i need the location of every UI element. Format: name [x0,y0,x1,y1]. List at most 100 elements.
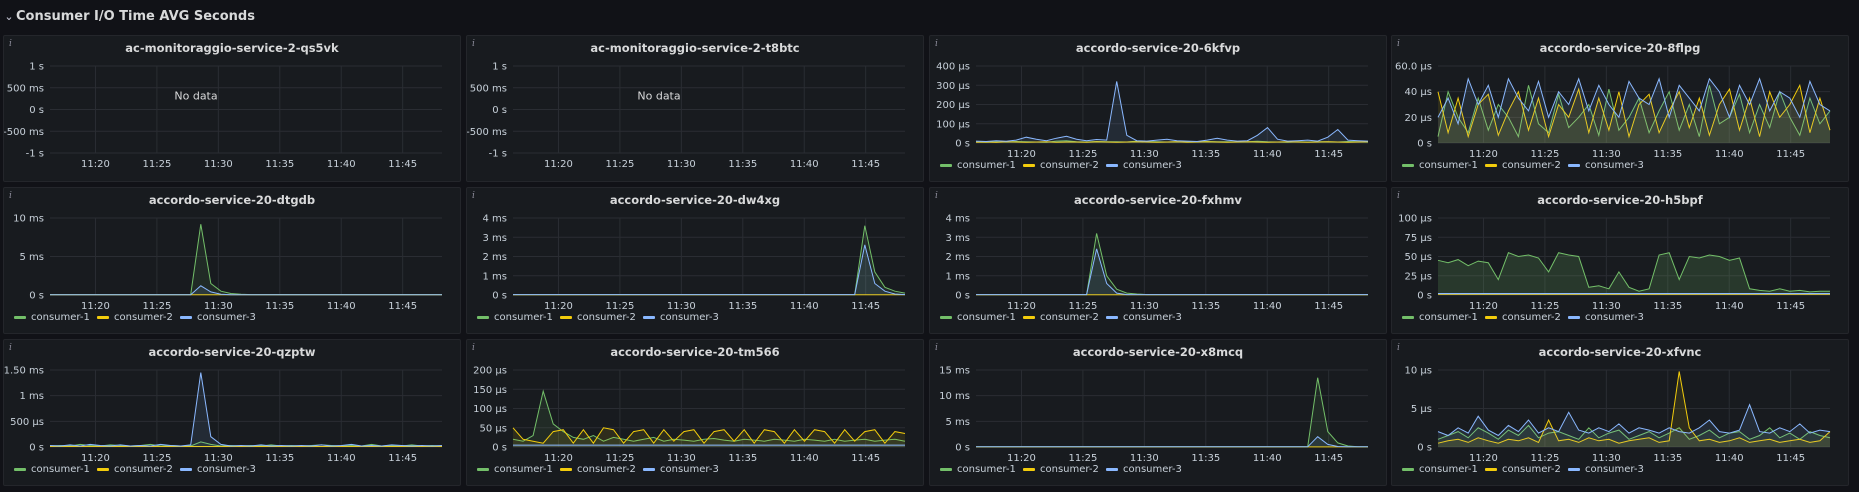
info-icon[interactable]: i [472,191,475,201]
legend-item-consumer-3[interactable]: consumer-3 [1585,464,1644,475]
info-icon[interactable]: i [1397,343,1400,353]
legend-item-consumer-2[interactable]: consumer-2 [114,464,173,475]
legend-item-consumer-3[interactable]: consumer-3 [1585,160,1644,171]
series-3-line[interactable] [976,248,1368,296]
panel-accordo-service-20-qzptw[interactable]: i accordo-service-20-qzptw 1.50 ms 1 ms 500 … [3,339,461,486]
panel-accordo-service-20-tm566[interactable]: i accordo-service-20-tm566 200 µs 150 µs 100… [466,339,924,486]
panel-accordo-service-20-6kfvp[interactable]: i accordo-service-20-6kfvp 400 µs 300 µs 200… [929,35,1387,182]
legend-item-consumer-3[interactable]: consumer-3 [1123,312,1182,323]
y-tick-label: 1 ms [946,271,971,282]
series-2-line[interactable] [1437,83,1831,139]
dashboard-row-header[interactable]: ⌄ Consumer I/O Time AVG Seconds [0,0,1859,32]
series-1-line[interactable] [976,377,1368,448]
info-icon[interactable]: i [1397,191,1400,201]
panel-accordo-service-20-h5bpf[interactable]: i accordo-service-20-h5bpf 100 µs 75 µs 50 µ… [1391,187,1849,334]
panel-title[interactable]: accordo-service-20-xfvnc [1538,345,1702,359]
series-2-line[interactable] [1437,371,1831,444]
legend-item-consumer-3[interactable]: consumer-3 [1123,464,1182,475]
info-icon[interactable]: i [472,343,475,353]
legend-item-consumer-2[interactable]: consumer-2 [114,312,173,323]
info-icon[interactable]: i [9,191,12,201]
legend-item-consumer-1[interactable]: consumer-1 [494,464,553,475]
y-tick-label: 0 s [1417,443,1432,454]
panel-title[interactable]: ac-monitoraggio-service-2-t8btc [590,41,800,55]
panel-title[interactable]: accordo-service-20-6kfvp [1075,41,1241,55]
legend-item-consumer-2[interactable]: consumer-2 [1040,464,1099,475]
x-tick-label: 11:25 [605,453,634,464]
legend-item-consumer-3[interactable]: consumer-3 [197,312,256,323]
series-2-line[interactable] [975,141,1369,143]
legend-item-consumer-2[interactable]: consumer-2 [1502,464,1561,475]
x-tick-label: 11:40 [1715,301,1744,312]
panel-title[interactable]: ac-monitoraggio-service-2-qs5vk [125,41,339,55]
y-tick-label: 400 µs [936,62,970,73]
legend-swatch [1485,468,1497,471]
series-3-line[interactable] [1437,77,1831,126]
legend-item-consumer-3[interactable]: consumer-3 [660,312,719,323]
legend-item-consumer-2[interactable]: consumer-2 [577,312,636,323]
series-1-line[interactable] [512,389,906,442]
legend-item-consumer-1[interactable]: consumer-1 [957,160,1016,171]
series-1-line[interactable] [513,225,906,296]
panel-title[interactable]: accordo-service-20-8flpg [1539,41,1701,55]
series-1-line[interactable] [1437,252,1830,293]
series-1-line[interactable] [50,224,442,296]
legend-item-consumer-1[interactable]: consumer-1 [494,312,553,323]
legend-item-consumer-2[interactable]: consumer-2 [577,464,636,475]
panel-ac-monitoraggio-service-2-qs5vk[interactable]: i ac-monitoraggio-service-2-qs5vk 1 s 500 m… [3,35,461,182]
legend-item-consumer-1[interactable]: consumer-1 [31,312,90,323]
series-3-line[interactable] [976,436,1368,448]
panel-accordo-service-20-dtgdb[interactable]: i accordo-service-20-dtgdb 10 ms 5 ms 0 s 11:… [3,187,461,334]
series-2-area [513,427,905,447]
y-tick-label: -1 s [26,149,44,160]
chevron-down-icon[interactable]: ⌄ [4,9,14,23]
info-icon[interactable]: i [9,343,12,353]
legend-item-consumer-3[interactable]: consumer-3 [197,464,256,475]
legend-item-consumer-2[interactable]: consumer-2 [1502,160,1561,171]
panel-title[interactable]: accordo-service-20-h5bpf [1537,193,1703,207]
legend-item-consumer-2[interactable]: consumer-2 [1040,312,1099,323]
info-icon[interactable]: i [1397,39,1400,49]
legend-item-consumer-3[interactable]: consumer-3 [1123,160,1182,171]
series-3-line[interactable] [49,372,443,447]
legend-item-consumer-1[interactable]: consumer-1 [1419,160,1478,171]
legend-item-consumer-1[interactable]: consumer-1 [1419,464,1478,475]
x-tick-label: 11:40 [790,301,819,312]
series-3-line[interactable] [513,244,906,296]
series-3-line[interactable] [1437,403,1831,437]
panel-accordo-service-20-8flpg[interactable]: i accordo-service-20-8flpg 60.0 µs 40 µs 20 … [1391,35,1849,182]
legend-item-consumer-1[interactable]: consumer-1 [957,312,1016,323]
legend-item-consumer-1[interactable]: consumer-1 [1419,312,1478,323]
legend-item-consumer-2[interactable]: consumer-2 [1502,312,1561,323]
panel-accordo-service-20-dw4xg[interactable]: i accordo-service-20-dw4xg 4 ms 3 ms 2 ms 1 m… [466,187,924,334]
series-2-line[interactable] [512,427,906,445]
series-1-line[interactable] [1437,424,1831,440]
series-1-line[interactable] [976,233,1368,296]
x-tick-label: 11:25 [142,453,171,464]
series-3-line[interactable] [975,81,1369,143]
panel-title[interactable]: accordo-service-20-qzptw [148,345,316,359]
info-icon[interactable]: i [935,191,938,201]
panel-accordo-service-20-fxhmv[interactable]: i accordo-service-20-fxhmv 4 ms 3 ms 2 ms 1 m… [929,187,1387,334]
info-icon[interactable]: i [935,343,938,353]
legend-item-consumer-3[interactable]: consumer-3 [1585,312,1644,323]
legend-item-consumer-2[interactable]: consumer-2 [1040,160,1099,171]
info-icon[interactable]: i [472,39,475,49]
legend-item-consumer-3[interactable]: consumer-3 [660,464,719,475]
legend-item-consumer-1[interactable]: consumer-1 [31,464,90,475]
info-icon[interactable]: i [9,39,12,49]
panel-title[interactable]: accordo-service-20-x8mcq [1072,345,1244,359]
panel-title[interactable]: accordo-service-20-fxhmv [1074,193,1242,207]
panel-accordo-service-20-x8mcq[interactable]: i accordo-service-20-x8mcq 15 ms 10 ms 5 ms 0… [929,339,1387,486]
panel-title[interactable]: accordo-service-20-dw4xg [609,193,781,207]
panel-ac-monitoraggio-service-2-t8btc[interactable]: i ac-monitoraggio-service-2-t8btc 1 s 500 m… [466,35,924,182]
panel-title[interactable]: accordo-service-20-dtgdb [148,193,316,207]
legend-swatch [940,316,952,319]
series-3-line[interactable] [50,285,442,296]
panel-title[interactable]: accordo-service-20-tm566 [610,345,780,359]
info-icon[interactable]: i [935,39,938,49]
x-tick-label: 11:25 [605,159,634,170]
legend-item-consumer-1[interactable]: consumer-1 [957,464,1016,475]
panel-accordo-service-20-xfvnc[interactable]: i accordo-service-20-xfvnc 10 µs 5 µs 0 s 11:… [1391,339,1849,486]
